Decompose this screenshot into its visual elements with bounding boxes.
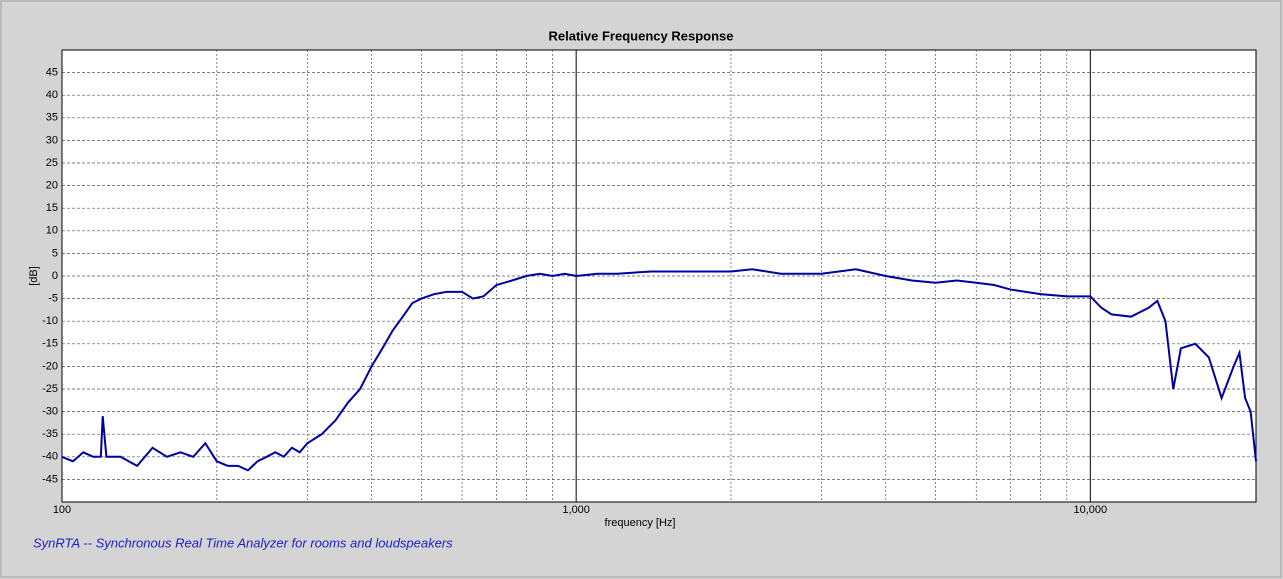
x-tick-label: 100 xyxy=(53,504,71,516)
y-tick-label: -25 xyxy=(42,383,58,395)
x-tick-label: 1,000 xyxy=(562,504,590,516)
y-tick-label: 35 xyxy=(46,112,58,124)
y-tick-label: -35 xyxy=(42,428,58,440)
y-tick-label: 45 xyxy=(46,67,58,79)
y-tick-label: -10 xyxy=(42,315,58,327)
marks xyxy=(61,268,1257,472)
y-tick-label: -40 xyxy=(42,451,58,463)
y-tick-label: 30 xyxy=(46,134,58,146)
y-tick-label: -30 xyxy=(42,406,58,418)
y-tick-label: 15 xyxy=(46,202,58,214)
y-tick-label: 20 xyxy=(46,180,58,192)
y-tick-label: 25 xyxy=(46,157,58,169)
y-tick-label: -20 xyxy=(42,360,58,372)
y-tick-label: -15 xyxy=(42,338,58,350)
chart-title: Relative Frequency Response xyxy=(549,28,734,43)
grid xyxy=(61,50,1256,502)
footer: SynRTA -- Synchronous Real Time Analyzer… xyxy=(33,535,453,550)
data-line xyxy=(61,268,1257,472)
y-tick-label: 5 xyxy=(52,247,58,259)
y-tick-label: -5 xyxy=(48,293,58,305)
x-tick-label: 10,000 xyxy=(1073,504,1107,516)
y-tick-label: 10 xyxy=(46,225,58,237)
y-axis-label: [dB] xyxy=(28,266,40,286)
y-tick-label: -45 xyxy=(42,473,58,485)
y-tick-label: 0 xyxy=(52,270,58,282)
y-tick-label: 40 xyxy=(46,89,58,101)
x-axis-label: frequency [Hz] xyxy=(605,517,676,529)
